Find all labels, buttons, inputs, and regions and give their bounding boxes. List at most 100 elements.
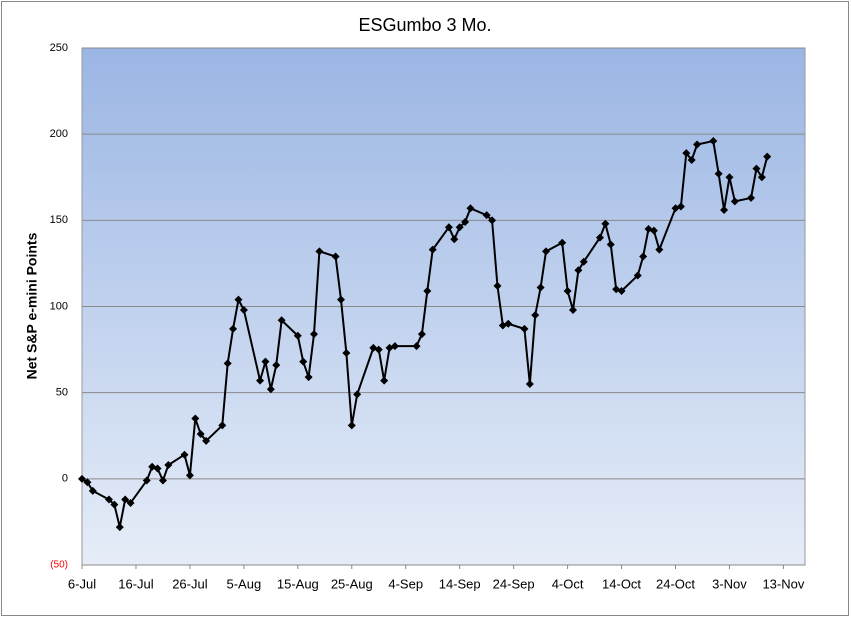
data-point	[153, 464, 162, 473]
data-point	[293, 331, 302, 340]
data-point	[536, 283, 545, 292]
data-point	[272, 361, 281, 370]
data-point	[158, 476, 167, 485]
data-point	[299, 357, 308, 366]
data-point	[676, 202, 685, 211]
data-point	[444, 223, 453, 232]
data-point	[423, 286, 432, 295]
data-point	[78, 474, 86, 483]
data-point	[121, 495, 130, 504]
data-point	[568, 305, 577, 314]
data-point	[730, 197, 739, 206]
data-point	[83, 478, 92, 487]
data-point	[725, 173, 734, 182]
data-point	[682, 149, 691, 158]
data-point	[579, 257, 588, 266]
data-point	[126, 498, 135, 507]
data-point	[752, 164, 761, 173]
data-point	[417, 330, 426, 339]
y-tick-label: 150	[50, 214, 68, 226]
data-point	[261, 357, 270, 366]
data-point	[115, 523, 124, 532]
x-tick-label: 25-Aug	[331, 576, 373, 591]
data-point	[202, 436, 211, 445]
y-axis-label: Net S&P e-mini Points	[24, 232, 40, 379]
data-point	[639, 252, 648, 261]
data-point	[196, 430, 205, 439]
data-point	[266, 385, 275, 394]
x-tick-label: 14-Sep	[439, 576, 481, 591]
x-tick-label: 24-Oct	[656, 576, 695, 591]
data-point	[633, 271, 642, 280]
data-point	[466, 204, 475, 213]
data-point	[180, 450, 189, 459]
data-point	[304, 373, 313, 382]
y-tick-label: (50)	[50, 560, 68, 571]
data-point	[374, 345, 383, 354]
data-point	[310, 330, 319, 339]
data-point	[218, 421, 227, 430]
data-point	[450, 235, 459, 244]
data-point	[315, 247, 324, 256]
data-point	[606, 240, 615, 249]
data-point	[504, 319, 513, 328]
data-point	[693, 140, 702, 149]
chart-title: ESGumbo 3 Mo.	[358, 15, 491, 35]
data-point	[601, 219, 610, 228]
data-point	[747, 193, 756, 202]
data-point	[595, 233, 604, 242]
data-point	[655, 245, 664, 254]
data-point	[763, 152, 772, 161]
x-tick-label: 26-Jul	[172, 576, 208, 591]
x-tick-label: 16-Jul	[118, 576, 154, 591]
y-tick-label: 200	[50, 128, 68, 140]
data-point	[336, 295, 345, 304]
data-point	[542, 247, 551, 256]
data-point	[331, 252, 340, 261]
data-point	[191, 414, 200, 423]
data-point	[574, 266, 583, 275]
data-point	[720, 205, 729, 214]
data-point	[229, 324, 238, 333]
y-tick-label: 100	[50, 300, 68, 312]
data-point	[482, 211, 491, 220]
data-point	[757, 173, 766, 182]
data-point	[277, 316, 286, 325]
data-point	[380, 376, 389, 385]
data-point	[412, 342, 421, 351]
data-point	[88, 486, 97, 495]
data-point	[223, 359, 232, 368]
data-point	[164, 461, 173, 470]
data-point	[428, 245, 437, 254]
data-point	[558, 238, 567, 247]
data-point	[525, 380, 534, 389]
data-point	[714, 169, 723, 178]
data-point	[617, 286, 626, 295]
data-point	[531, 311, 540, 320]
y-tick-label: 50	[56, 387, 68, 399]
data-point	[455, 223, 464, 232]
x-tick-label: 6-Jul	[68, 576, 96, 591]
data-point	[709, 137, 718, 146]
x-tick-label: 13-Nov	[762, 576, 804, 591]
data-point	[110, 500, 119, 509]
data-point	[185, 471, 194, 480]
y-tick-label: 0	[62, 473, 68, 485]
data-point	[256, 376, 265, 385]
data-point	[488, 216, 497, 225]
data-point	[461, 218, 470, 227]
x-tick-label: 24-Sep	[493, 576, 535, 591]
data-point	[520, 324, 529, 333]
x-tick-label: 4-Sep	[388, 576, 423, 591]
data-point	[493, 281, 502, 290]
data-point	[342, 349, 351, 358]
data-point	[353, 390, 362, 399]
data-point	[687, 156, 696, 165]
data-point	[142, 476, 151, 485]
x-tick-label: 14-Oct	[602, 576, 641, 591]
x-tick-label: 4-Oct	[552, 576, 584, 591]
data-point	[239, 305, 248, 314]
data-point	[649, 226, 658, 235]
data-point	[390, 342, 399, 351]
